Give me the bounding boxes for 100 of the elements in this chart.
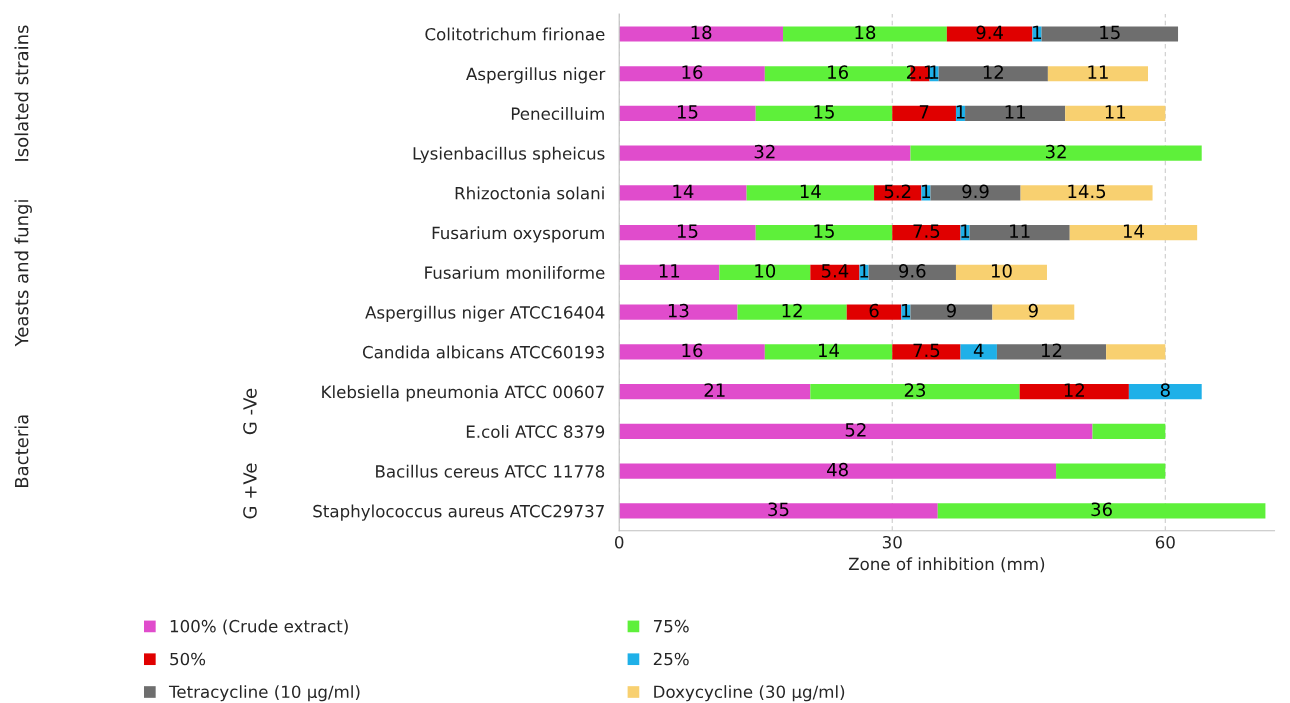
data-label: 23: [904, 383, 926, 397]
data-label: 18: [855, 25, 876, 40]
legend-label: Doxycycline (30 µg/ml): [654, 685, 845, 702]
bar: [619, 26, 784, 42]
bar: [619, 344, 765, 360]
data-label: 1: [961, 224, 970, 238]
bar: [783, 26, 947, 42]
bar: [810, 384, 1020, 400]
text: Yeasts and fungi: [14, 200, 32, 347]
bar: [1128, 384, 1202, 400]
bar: [755, 105, 893, 121]
text: Bacteria: [14, 415, 29, 488]
data-label: 32: [754, 144, 775, 159]
data-label: 18: [691, 25, 712, 40]
bar: [619, 463, 1057, 479]
data-label: 15: [814, 105, 834, 119]
bar: [1056, 463, 1166, 479]
bar: [930, 185, 1021, 201]
y-tick-label: Staphylococcus aureus ATCC29737: [313, 504, 604, 521]
bar: [1069, 225, 1198, 241]
data-label: 6: [869, 303, 879, 318]
bar: [1020, 185, 1153, 201]
data-label: 10: [755, 263, 776, 278]
bar: [955, 264, 1047, 280]
data-label: 11: [1105, 105, 1126, 119]
x-tick-label: 0: [615, 535, 624, 549]
bar: [969, 225, 1070, 241]
data-label: 52: [845, 422, 866, 437]
y-tick-label: Lysienbacillus spheicus: [413, 146, 605, 163]
y-tick-label: Fusarium moniliforme: [425, 266, 605, 279]
y-tick-label: Bacillus cereus ATCC 11778: [376, 464, 605, 478]
data-label: 14.5: [1068, 184, 1106, 199]
y-tick-label: Colitotrichum firionae: [425, 27, 605, 41]
y-tick-label: Aspergillus niger: [466, 67, 606, 84]
bar: [946, 26, 1033, 42]
data-label: 48: [827, 462, 848, 477]
bar: [619, 503, 938, 519]
bar: [764, 344, 893, 360]
data-label: 36: [1091, 502, 1112, 517]
x-axis-title: Zone of inhibition (mm): [848, 557, 1045, 573]
bar: [1047, 66, 1149, 82]
data-label: 15: [677, 224, 698, 238]
data-label: 14: [673, 184, 694, 198]
data-label: 12: [1042, 343, 1062, 357]
data-label: 9.9: [962, 184, 989, 199]
data-label: 15: [677, 105, 698, 119]
bar: [937, 503, 1266, 519]
bar: [892, 105, 956, 121]
bar: [892, 225, 961, 241]
bar: [619, 264, 720, 280]
bar: [910, 304, 993, 320]
legend-label: 100% (Crude extract): [170, 619, 348, 635]
x-tick-label: 30: [882, 535, 902, 549]
data-label: 1: [860, 264, 869, 278]
bar: [1019, 384, 1129, 400]
bar: [619, 66, 765, 82]
data-label: 5.4: [821, 264, 849, 278]
x-tick-label: 60: [1155, 535, 1175, 549]
bar: [992, 304, 1075, 320]
text: G -Ve: [243, 388, 257, 435]
legend-label: 75%: [653, 619, 689, 633]
data-label: 7: [919, 105, 929, 119]
bar: [938, 66, 1048, 82]
data-label: 14: [1123, 224, 1144, 238]
data-label: 4: [973, 343, 984, 357]
text: G +Ve: [243, 463, 257, 519]
legend-label: 25%: [653, 652, 689, 666]
data-label: 21: [704, 383, 725, 397]
data-label: 7.5: [913, 224, 940, 238]
bar: [868, 264, 956, 280]
bar: [1065, 105, 1166, 121]
bar: [996, 344, 1107, 360]
y-tick-label: Aspergillus niger ATCC16404: [365, 305, 605, 322]
y-tick-label: Penecilluim: [511, 107, 604, 120]
data-label: 11: [1088, 65, 1108, 79]
legend-label: 50%: [170, 652, 206, 666]
y-tick-label: Candida albicans ATCC60193: [362, 345, 604, 359]
y-tick-label: E.coli ATCC 8379: [466, 425, 605, 438]
bar: [965, 105, 1066, 121]
data-label: 12: [782, 303, 802, 318]
data-label: 11: [1005, 105, 1025, 119]
bar: [910, 145, 1202, 161]
data-label: 5.2: [884, 184, 911, 199]
bar: [619, 185, 747, 201]
y-tick-label: Klebsiella pneumonia ATCC 00607: [322, 385, 604, 402]
data-label: 9: [946, 303, 956, 318]
data-label: 8: [1160, 383, 1170, 397]
bar: [719, 264, 811, 280]
data-label: 32: [1045, 144, 1066, 159]
bar: [1106, 344, 1166, 360]
data-label: 16: [682, 343, 703, 358]
data-label: 1: [902, 303, 910, 318]
y-tick-label: Fusarium oxysporum: [432, 226, 604, 243]
data-label: 15: [814, 224, 834, 238]
bar: [1092, 423, 1166, 439]
data-label: 16: [828, 65, 848, 79]
legend-label: Tetracycline (10 µg/ml): [168, 685, 360, 702]
y-tick-label: Rhizoctonia solani: [455, 186, 604, 200]
data-label: 16: [682, 65, 703, 79]
data-label: 15: [1100, 25, 1120, 40]
